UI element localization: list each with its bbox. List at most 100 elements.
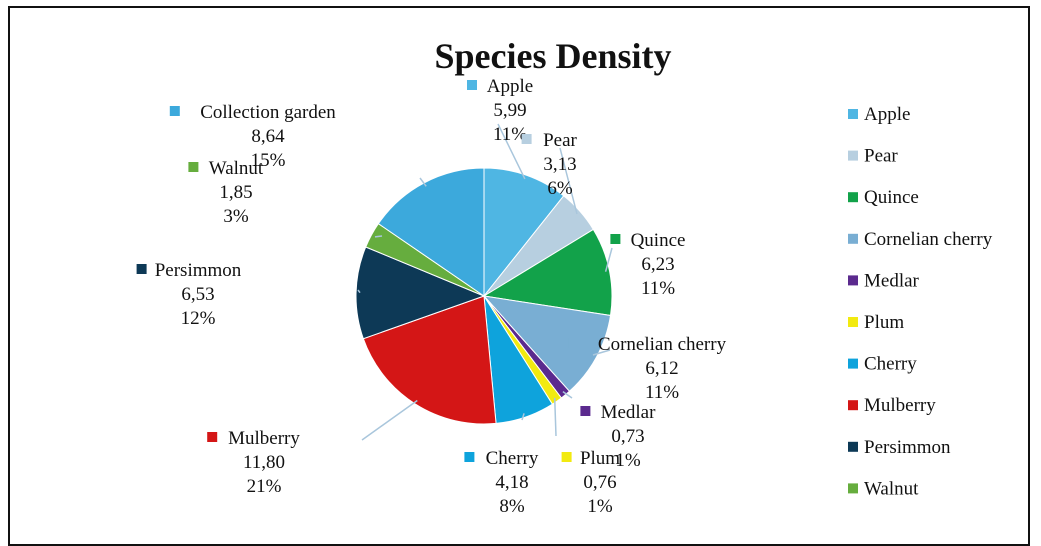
label-name-medlar: Medlar bbox=[601, 402, 657, 423]
label-value-persimmon: 6,53 bbox=[181, 284, 214, 305]
label-marker-quince bbox=[610, 234, 621, 244]
label-percent-collection-garden: 15% bbox=[251, 150, 286, 171]
data-label-cornelian-cherry: Cornelian cherry 6,12 11% bbox=[568, 334, 727, 403]
label-marker-cornelian-cherry bbox=[568, 338, 579, 348]
label-name-apple: Apple bbox=[487, 76, 533, 97]
label-percent-medlar: 1% bbox=[615, 450, 641, 471]
label-name-walnut: Walnut bbox=[209, 158, 264, 179]
leader-line-collection-garden bbox=[419, 177, 427, 187]
legend-swatch-mulberry bbox=[848, 400, 858, 411]
legend-item-pear: Pear bbox=[848, 146, 898, 167]
data-label-pear: Pear 3,13 6% bbox=[521, 130, 578, 199]
label-value-collection-garden: 8,64 bbox=[251, 126, 285, 147]
legend-item-quince: Quince bbox=[848, 187, 919, 208]
data-label-plum: Plum 0,76 1% bbox=[561, 448, 620, 517]
legend-swatch-pear bbox=[848, 150, 858, 161]
data-label-quince: Quince 6,23 11% bbox=[610, 230, 685, 299]
legend-item-persimmon: Persimmon bbox=[848, 437, 951, 458]
label-marker-persimmon bbox=[136, 264, 147, 274]
label-marker-collection-garden bbox=[169, 106, 180, 116]
legend-swatch-apple bbox=[848, 109, 858, 119]
pie-slice-quince bbox=[482, 228, 613, 317]
label-value-pear: 3,13 bbox=[543, 154, 576, 175]
label-marker-mulberry bbox=[207, 432, 218, 442]
legend-item-apple: Apple bbox=[848, 104, 910, 125]
label-marker-apple bbox=[467, 80, 477, 90]
pie-slice-cornelian-cherry bbox=[482, 295, 612, 393]
label-value-apple: 5,99 bbox=[493, 100, 526, 121]
legend: Apple Pear Quince Cornelian cherry Medlar Plu… bbox=[848, 104, 993, 499]
legend-swatch-quince bbox=[848, 192, 858, 203]
legend-swatch-medlar bbox=[848, 275, 858, 286]
label-percent-cherry: 8% bbox=[499, 496, 525, 517]
legend-swatch-persimmon bbox=[848, 441, 858, 452]
leader-line-persimmon bbox=[357, 289, 361, 294]
label-percent-walnut: 3% bbox=[223, 206, 249, 227]
label-value-mulberry: 11,80 bbox=[243, 452, 285, 473]
data-label-medlar: Medlar 0,73 1% bbox=[580, 402, 656, 471]
label-marker-medlar bbox=[580, 406, 591, 416]
label-name-cherry: Cherry bbox=[486, 448, 539, 469]
chart-title: Species Density bbox=[435, 36, 672, 76]
label-percent-pear: 6% bbox=[547, 178, 573, 199]
label-marker-pear bbox=[521, 134, 532, 144]
label-value-medlar: 0,73 bbox=[611, 426, 644, 447]
label-marker-walnut bbox=[188, 162, 199, 172]
leader-lines bbox=[357, 123, 613, 441]
legend-item-medlar: Medlar bbox=[848, 270, 920, 291]
label-name-persimmon: Persimmon bbox=[155, 260, 242, 281]
label-value-cornelian-cherry: 6,12 bbox=[645, 358, 678, 379]
label-percent-quince: 11% bbox=[641, 278, 675, 299]
label-percent-persimmon: 12% bbox=[181, 308, 216, 329]
legend-item-cherry: Cherry bbox=[848, 354, 917, 375]
pie-slice-apple bbox=[483, 167, 565, 298]
label-name-cornelian-cherry: Cornelian cherry bbox=[598, 334, 727, 355]
legend-label-medlar: Medlar bbox=[864, 270, 920, 291]
legend-label-quince: Quince bbox=[864, 187, 919, 208]
label-percent-plum: 1% bbox=[587, 496, 613, 517]
legend-swatch-plum bbox=[848, 317, 858, 327]
legend-swatch-walnut bbox=[848, 483, 858, 494]
legend-item-plum: Plum bbox=[848, 312, 904, 333]
data-label-persimmon: Persimmon 6,53 12% bbox=[136, 260, 242, 329]
data-label-cherry: Cherry 4,18 8% bbox=[464, 448, 539, 517]
leader-line-medlar bbox=[562, 390, 573, 399]
legend-label-apple: Apple bbox=[864, 104, 910, 125]
legend-item-mulberry: Mulberry bbox=[848, 395, 936, 416]
label-name-pear: Pear bbox=[543, 130, 577, 151]
legend-item-walnut: Walnut bbox=[848, 478, 919, 499]
label-name-collection-garden: Collection garden bbox=[200, 102, 336, 123]
label-value-plum: 0,76 bbox=[583, 472, 616, 493]
leader-line-walnut bbox=[374, 235, 383, 238]
pie-slice-mulberry bbox=[362, 295, 497, 425]
data-label-collection-garden: Collection garden 8,64 15% bbox=[169, 102, 336, 171]
label-value-cherry: 4,18 bbox=[495, 472, 528, 493]
leader-line-cherry bbox=[521, 413, 525, 421]
legend-label-cherry: Cherry bbox=[864, 354, 917, 375]
legend-label-walnut: Walnut bbox=[864, 478, 919, 499]
label-value-walnut: 1,85 bbox=[219, 182, 252, 203]
data-label-walnut: Walnut 1,85 3% bbox=[188, 158, 264, 227]
legend-swatch-cornelian-cherry bbox=[848, 233, 858, 244]
legend-label-mulberry: Mulberry bbox=[864, 395, 936, 416]
leader-line-pear bbox=[559, 147, 578, 215]
label-percent-cornelian-cherry: 11% bbox=[645, 382, 679, 403]
legend-label-persimmon: Persimmon bbox=[864, 437, 951, 458]
label-name-plum: Plum bbox=[580, 448, 620, 469]
legend-item-cornelian-cherry: Cornelian cherry bbox=[848, 229, 993, 250]
label-percent-apple: 11% bbox=[493, 124, 527, 145]
legend-label-cornelian-cherry: Cornelian cherry bbox=[864, 229, 993, 250]
leader-line-apple bbox=[497, 123, 526, 180]
legend-swatch-cherry bbox=[848, 358, 858, 369]
legend-label-plum: Plum bbox=[864, 312, 904, 333]
pie-slices bbox=[355, 167, 613, 425]
label-name-mulberry: Mulberry bbox=[228, 428, 300, 449]
data-label-mulberry: Mulberry 11,80 21% bbox=[207, 428, 300, 497]
leader-line-plum bbox=[553, 397, 557, 437]
label-marker-cherry bbox=[464, 452, 475, 462]
label-name-quince: Quince bbox=[631, 230, 686, 251]
data-label-apple: Apple 5,99 11% bbox=[467, 76, 533, 145]
leader-line-mulberry bbox=[361, 399, 418, 441]
